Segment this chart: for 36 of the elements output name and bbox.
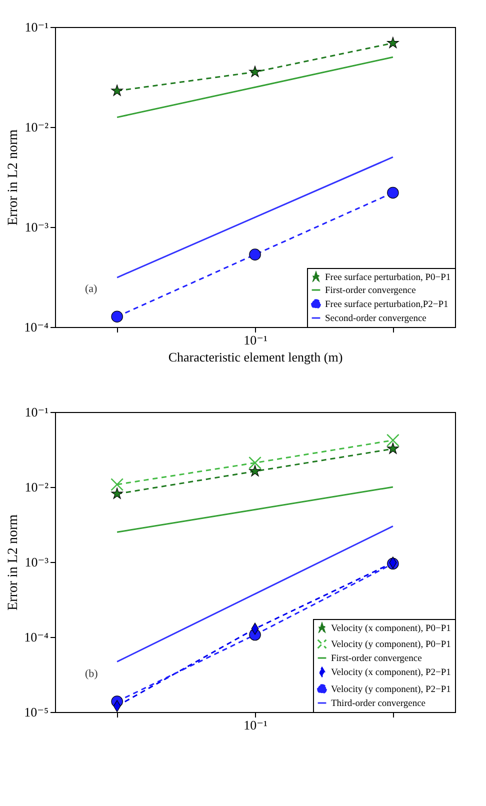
legend-label: Velocity (x component), P0−P1 — [331, 624, 452, 634]
point — [387, 442, 399, 454]
annotation: (a) — [85, 283, 98, 295]
legend-label: First-order convergence — [331, 654, 422, 664]
legend-label: Third-order convergence — [331, 699, 426, 709]
legend-label: Velocity (x component), P2−P1 — [331, 668, 452, 678]
y-axis-title: Error in L2 norm — [6, 129, 22, 226]
y-tick-label: 10⁻¹ — [24, 20, 49, 34]
legend-label: First-order convergence — [325, 286, 416, 296]
point — [248, 456, 262, 470]
y-tick-label: 10⁻² — [24, 120, 49, 134]
x-axis-title: Characteristic element length (m) — [168, 350, 343, 364]
y-tick-label: 10⁻⁴ — [24, 630, 49, 644]
point — [386, 434, 400, 447]
annotation: (b) — [85, 668, 98, 680]
y-tick-label: 10⁻³ — [24, 554, 49, 570]
y-axis-title: Error in L2 norm — [6, 514, 22, 611]
point — [387, 186, 399, 199]
y-tick-label: 10⁻³ — [24, 220, 49, 234]
y-tick-label: 10⁻² — [24, 480, 49, 494]
point — [111, 84, 123, 96]
legend-label: Second-order convergence — [325, 314, 426, 324]
point — [111, 488, 123, 499]
legend-label: Free surface perturbation, P0−P1 — [325, 273, 451, 283]
point — [249, 66, 261, 78]
point — [111, 310, 123, 322]
y-tick-label: 10⁻⁵ — [24, 704, 48, 720]
point — [249, 465, 261, 476]
point — [249, 248, 261, 260]
legend-label: Velocity (y component), P0−P1 — [331, 640, 452, 650]
legend-label: Free surface perturbation,P2−P1 — [325, 300, 449, 310]
y-tick-label: 10⁻¹ — [24, 404, 49, 420]
legend-label: Velocity (y component), P2−P1 — [331, 685, 452, 695]
point — [387, 36, 399, 48]
y-tick-label: 10⁻⁴ — [24, 320, 49, 334]
point — [110, 478, 124, 491]
